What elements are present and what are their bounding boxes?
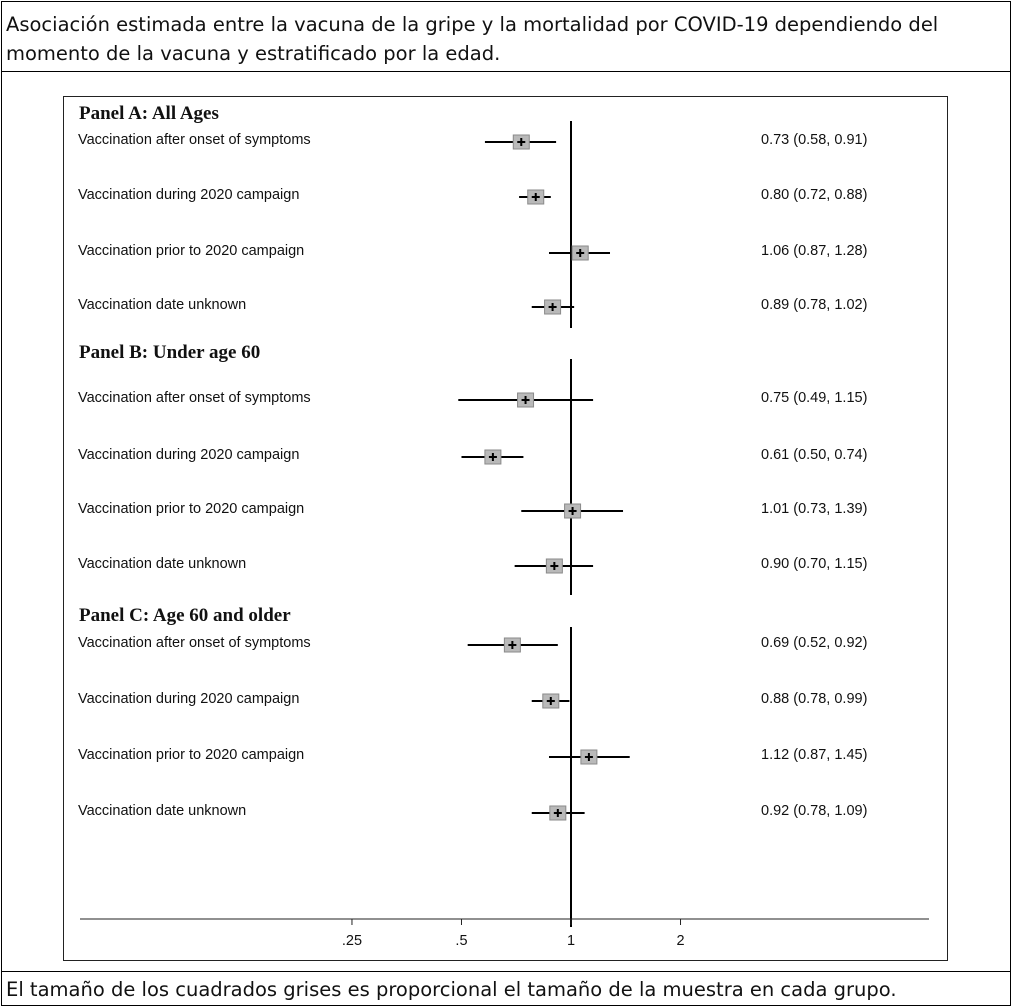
x-tick-label: 2 [676,933,685,949]
table-title: Asociación estimada entre la vacuna de l… [6,13,939,65]
x-tick-label: .5 [455,933,468,949]
row-estimate: 0.80 (0.72, 0.88) [761,187,868,203]
row-estimate: 1.12 (0.87, 1.45) [761,747,868,763]
panel-title: Panel B: Under age 60 [79,342,261,363]
row-estimate: 0.69 (0.52, 0.92) [761,635,868,651]
row-label: Vaccination during 2020 campaign [78,187,300,203]
row-label: Vaccination date unknown [78,556,247,572]
title-divider [1,71,1011,72]
row-estimate: 0.88 (0.78, 0.99) [761,691,868,707]
row-estimate: 0.92 (0.78, 1.09) [761,803,868,819]
row-label: Vaccination after onset of symptoms [78,635,311,651]
row-estimate: 0.73 (0.58, 0.91) [761,132,868,148]
row-label: Vaccination prior to 2020 campaign [78,243,305,259]
row-estimate: 0.89 (0.78, 1.02) [761,297,868,313]
row-estimate: 0.90 (0.70, 1.15) [761,556,868,572]
row-estimate: 0.61 (0.50, 0.74) [761,447,868,463]
panel-title: Panel A: All Ages [79,103,219,124]
row-estimate: 1.06 (0.87, 1.28) [761,243,868,259]
row-estimate: 0.75 (0.49, 1.15) [761,390,868,406]
forest-plot-svg [80,121,929,927]
row-label: Vaccination during 2020 campaign [78,691,300,707]
footer-divider [1,971,1011,972]
panel-title: Panel C: Age 60 and older [79,605,291,626]
row-label: Vaccination during 2020 campaign [78,447,300,463]
row-label: Vaccination after onset of symptoms [78,390,311,406]
forest-plot: Panel A: All Ages Vaccination after onset… [63,96,948,961]
x-tick-label: .25 [341,933,363,949]
x-tick-label: 1 [566,933,576,949]
row-label: Vaccination prior to 2020 campaign [78,501,305,517]
row-estimate: 1.01 (0.73, 1.39) [761,501,868,517]
row-label: Vaccination after onset of symptoms [78,132,311,148]
row-label: Vaccination date unknown [78,297,247,313]
row-label: Vaccination prior to 2020 campaign [78,747,305,763]
table-footnote: El tamaño de los cuadrados grises es pro… [6,978,897,1001]
row-label: Vaccination date unknown [78,803,247,819]
